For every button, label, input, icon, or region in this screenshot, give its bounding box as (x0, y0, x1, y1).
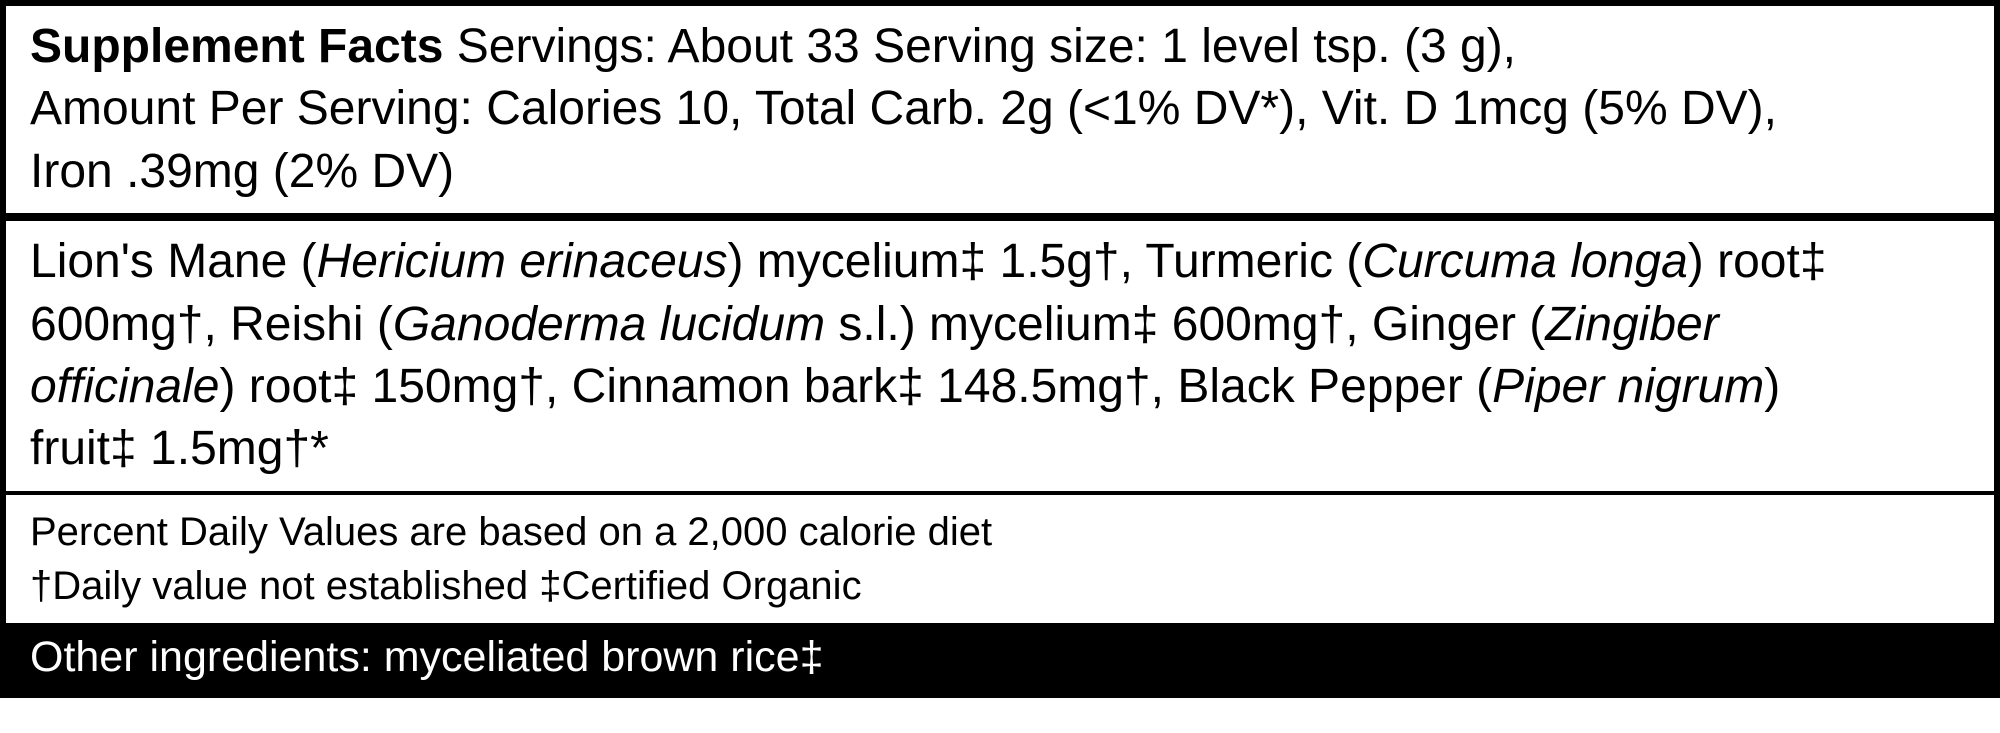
other-ingredients-text: Other ingredients: myceliated brown rice… (30, 633, 823, 681)
other-ingredients-bar: Other ingredients: myceliated brown rice… (6, 623, 1994, 693)
footer-section: Percent Daily Values are based on a 2,00… (6, 495, 1994, 623)
serving-size-value: 1 level tsp. (3 g), (1161, 20, 1516, 73)
header-line-1: Supplement Facts Servings: About 33 Serv… (30, 16, 1970, 78)
header-line-3: Iron .39mg (2% DV) (30, 141, 1970, 203)
header-section: Supplement Facts Servings: About 33 Serv… (6, 6, 1994, 221)
ingredients-line-4: fruit‡ 1.5mg†* (30, 418, 1970, 480)
iron-label: Iron (30, 145, 113, 198)
amount-label: Amount Per Serving: (30, 82, 473, 135)
ingredients-section: Lion's Mane (Hericium erinaceus) myceliu… (6, 221, 1994, 495)
vitd-value: 1mcg (5% DV), (1452, 82, 1777, 135)
dv-note: Percent Daily Values are based on a 2,00… (30, 505, 1970, 559)
serving-size-label: Serving size: (873, 20, 1148, 73)
dagger-note: †Daily value not established ‡Certified … (30, 559, 1970, 613)
calories-value: 10, (676, 82, 743, 135)
servings-value: About 33 (668, 20, 860, 73)
ingredients-line-1: Lion's Mane (Hericium erinaceus) myceliu… (30, 231, 1970, 293)
ingredients-line-3: officinale) root‡ 150mg†, Cinnamon bark‡… (30, 356, 1970, 418)
servings-label: Servings: (457, 20, 657, 73)
ingredients-line-2: 600mg†, Reishi (Ganoderma lucidum s.l.) … (30, 294, 1970, 356)
title: Supplement Facts (30, 20, 443, 73)
calories-label: Calories (486, 82, 662, 135)
carb-label: Total Carb. (755, 82, 987, 135)
iron-value: .39mg (2% DV) (126, 145, 454, 198)
carb-value: 2g (<1% DV*), (1000, 82, 1308, 135)
supplement-facts-panel: Supplement Facts Servings: About 33 Serv… (0, 0, 2000, 698)
vitd-label: Vit. D (1322, 82, 1438, 135)
header-line-2: Amount Per Serving: Calories 10, Total C… (30, 78, 1970, 140)
